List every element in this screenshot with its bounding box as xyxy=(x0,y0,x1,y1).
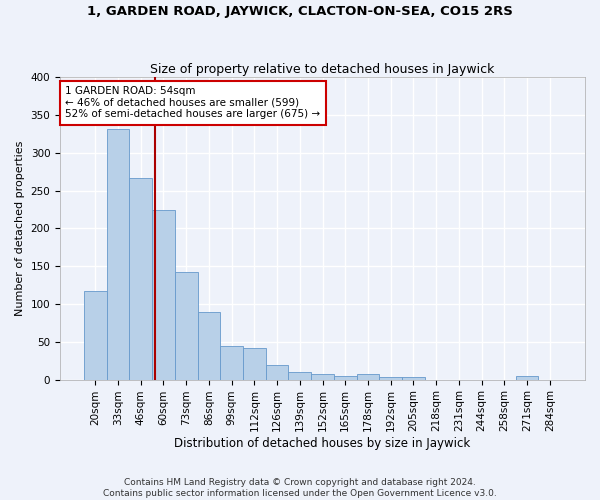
Bar xyxy=(356,374,379,380)
X-axis label: Distribution of detached houses by size in Jaywick: Distribution of detached houses by size … xyxy=(175,437,470,450)
Text: 1 GARDEN ROAD: 54sqm
← 46% of detached houses are smaller (599)
52% of semi-deta: 1 GARDEN ROAD: 54sqm ← 46% of detached h… xyxy=(65,86,320,120)
Bar xyxy=(379,376,402,380)
Y-axis label: Number of detached properties: Number of detached properties xyxy=(15,140,25,316)
Bar xyxy=(243,348,266,380)
Bar xyxy=(107,130,130,380)
Bar xyxy=(175,272,197,380)
Bar xyxy=(84,291,107,380)
Title: Size of property relative to detached houses in Jaywick: Size of property relative to detached ho… xyxy=(151,63,495,76)
Bar xyxy=(220,346,243,380)
Bar xyxy=(311,374,334,380)
Bar xyxy=(152,210,175,380)
Bar xyxy=(515,376,538,380)
Text: 1, GARDEN ROAD, JAYWICK, CLACTON-ON-SEA, CO15 2RS: 1, GARDEN ROAD, JAYWICK, CLACTON-ON-SEA,… xyxy=(87,5,513,18)
Bar xyxy=(334,376,356,380)
Bar xyxy=(289,372,311,380)
Bar xyxy=(266,365,289,380)
Text: Contains HM Land Registry data © Crown copyright and database right 2024.
Contai: Contains HM Land Registry data © Crown c… xyxy=(103,478,497,498)
Bar xyxy=(130,178,152,380)
Bar xyxy=(402,378,425,380)
Bar xyxy=(197,312,220,380)
